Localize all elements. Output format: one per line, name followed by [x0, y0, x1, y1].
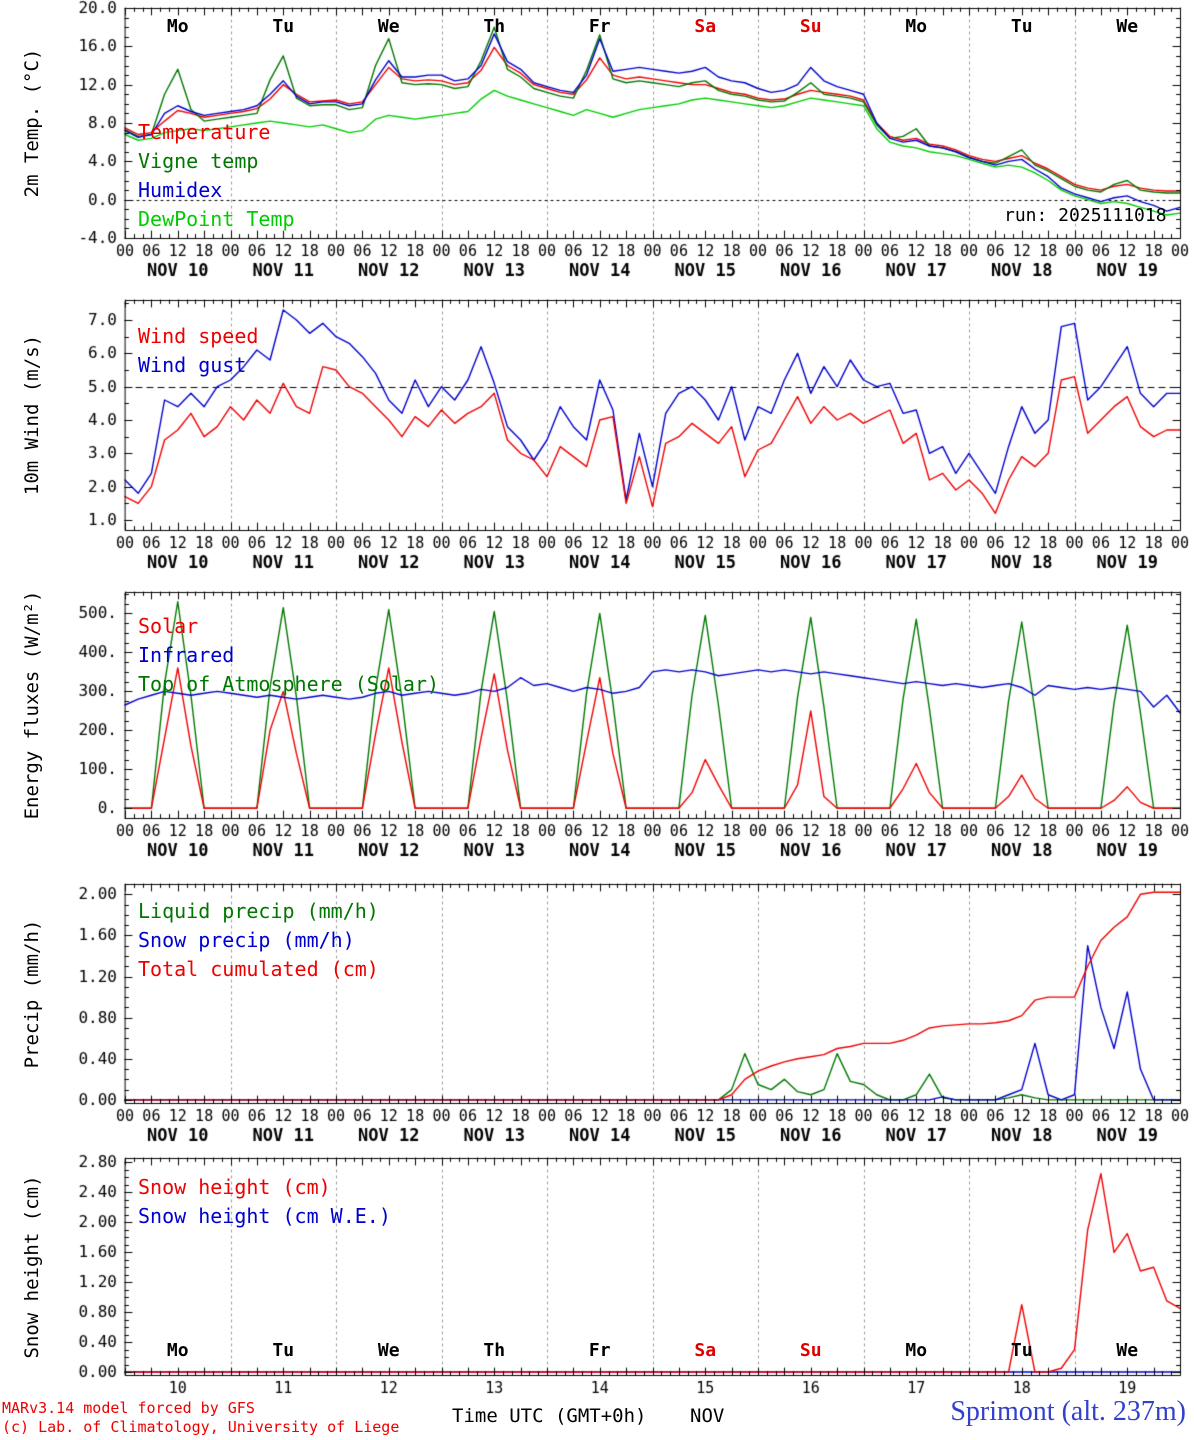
footer-model-label: MARv3.14 model forced by GFS	[2, 1399, 255, 1417]
weekday-label: Su	[799, 16, 822, 37]
legend-item-total-cumulated-cm-: Total cumulated (cm)	[138, 957, 379, 981]
ylabel-wind: 10m Wind (m/s)	[21, 334, 43, 496]
legend-item-dewpoint-temp: DewPoint Temp	[138, 207, 295, 231]
legend-energy: Solar Infrared Top of Atmosphere (Solar)	[138, 612, 439, 699]
footer-copyright-label: (c) Lab. of Climatology, University of L…	[2, 1418, 400, 1436]
weekday-label: Fr	[588, 1340, 611, 1361]
weekday-label: We	[377, 16, 400, 37]
weekday-label: Sa	[694, 1340, 717, 1361]
weekday-label: Mo	[166, 16, 189, 37]
ylabel-snow: Snow height (cm)	[21, 1175, 43, 1359]
ylabel-temperature: 2m Temp. (°C)	[21, 48, 43, 198]
legend-item-liquid-precip-mm-h-: Liquid precip (mm/h)	[138, 899, 379, 923]
legend-item-temperature: Temperature	[138, 120, 271, 144]
legend-item-infrared: Infrared	[138, 643, 235, 667]
legend-item-vigne-temp: Vigne temp	[138, 149, 259, 173]
legend-wind: Wind speed Wind gust	[138, 322, 258, 380]
weekday-label: Mo	[905, 16, 928, 37]
weekday-label: Mo	[166, 1340, 189, 1361]
legend-item-snow-height-cm-: Snow height (cm)	[138, 1175, 331, 1199]
weekday-label: We	[377, 1340, 400, 1361]
footer-time-axis-label: Time UTC (GMT+0h)	[452, 1405, 647, 1427]
legend-item-humidex: Humidex	[138, 178, 223, 202]
legend-item-solar: Solar	[138, 614, 199, 638]
weekday-label: Tu	[1010, 1340, 1033, 1361]
weekday-label: Tu	[272, 16, 295, 37]
weekday-label: Th	[483, 16, 506, 37]
weekday-label: Tu	[1010, 16, 1033, 37]
legend-temperature: Temperature Vigne temp Humidex DewPoint Tem…	[138, 118, 295, 234]
weekday-label: We	[1116, 1340, 1139, 1361]
legend-item-wind-gust: Wind gust	[138, 353, 247, 377]
ylabel-energy: Energy fluxes (W/m²)	[21, 590, 43, 820]
weekday-label: Sa	[694, 16, 717, 37]
footer-month-label: NOV	[690, 1405, 725, 1427]
weekday-label: Su	[799, 1340, 822, 1361]
ylabel-precip: Precip (mm/h)	[21, 919, 43, 1069]
legend-snow: Snow height (cm) Snow height (cm W.E.)	[138, 1173, 391, 1231]
weekday-label: Th	[483, 1340, 506, 1361]
legend-precip: Liquid precip (mm/h) Snow precip (mm/h) To…	[138, 897, 379, 984]
weekday-label: We	[1116, 16, 1139, 37]
weekday-label: Mo	[905, 1340, 928, 1361]
station-label: Sprimont (alt. 237m)	[950, 1396, 1186, 1427]
legend-item-top-of-atmosphere-solar-: Top of Atmosphere (Solar)	[138, 672, 440, 696]
run-label: run: 2025111018	[1004, 205, 1167, 226]
weekday-label: Fr	[588, 16, 611, 37]
legend-item-snow-precip-mm-h-: Snow precip (mm/h)	[138, 928, 355, 952]
legend-item-snow-height-cm-w-e-: Snow height (cm W.E.)	[138, 1204, 391, 1228]
legend-item-wind-speed: Wind speed	[138, 324, 259, 348]
weekday-label: Tu	[272, 1340, 295, 1361]
